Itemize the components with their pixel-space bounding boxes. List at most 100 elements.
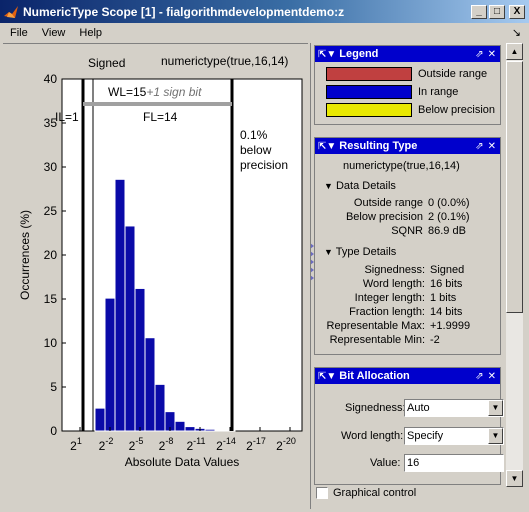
legend-item-in-range: In range (326, 85, 458, 99)
fraction-length-label: FL=14 (143, 110, 178, 124)
matlab-icon (3, 4, 19, 20)
undock-icon[interactable]: ⇗ (475, 48, 484, 60)
type-detail-value: 1 bits (430, 292, 457, 304)
x-tick-label: 2-8 (159, 436, 174, 453)
data-detail-key: Outside range (353, 197, 423, 209)
below-precision-swatch (326, 103, 412, 117)
legend-panel-header: ⇱▼ Legend ⇗ ✕ (315, 46, 500, 62)
menu-help[interactable]: Help (79, 26, 103, 39)
signedness-dropdown[interactable]: Auto ▼ (404, 399, 504, 417)
graphical-control-checkbox-row[interactable]: Graphical control (316, 487, 416, 499)
plot-area (61, 78, 303, 432)
data-detail-row: Below precision 2 (0.1%) (315, 211, 502, 225)
y-tick-label: 30 (44, 160, 58, 174)
menu-view[interactable]: View (41, 26, 66, 39)
type-detail-row: Representable Min: -2 (315, 334, 502, 348)
legend-panel-title: Legend (339, 48, 379, 60)
histogram-bar (114, 178, 126, 432)
graphical-control-label: Graphical control (333, 487, 417, 499)
resulting-type-panel-header: ⇱▼ Resulting Type ⇗ ✕ (315, 138, 500, 154)
right-panel-column: ⇱▼ Legend ⇗ ✕ Outside range In range Bel… (310, 43, 506, 509)
y-tick-label: 10 (44, 336, 58, 350)
dock-arrow-icon[interactable]: ↘ (511, 27, 521, 39)
panel-close-icon[interactable]: ✕ (487, 370, 496, 382)
chevron-down-icon[interactable]: ▼ (488, 400, 503, 416)
type-detail-value: Signed (430, 264, 465, 276)
scroll-down-icon[interactable]: ▼ (506, 470, 523, 487)
resulting-type-value: numerictype(true,16,14) (343, 160, 460, 172)
type-detail-key: Representable Min: (329, 334, 425, 346)
type-detail-row: Integer length: 1 bits (315, 292, 502, 306)
panel-close-icon[interactable]: ✕ (487, 140, 496, 152)
type-details-toggle[interactable]: ▼ Type Details (324, 246, 397, 258)
type-detail-key: Integer length: (354, 292, 425, 304)
type-detail-row: Representable Max: +1.9999 (315, 320, 502, 334)
y-tick-label: 15 (44, 292, 58, 306)
panel-close-icon[interactable]: ✕ (487, 48, 496, 60)
word-length-label: WL=15+1 sign bit (108, 85, 202, 99)
histogram-bar (184, 426, 196, 432)
outside-range-swatch (326, 67, 412, 81)
undock-icon[interactable]: ⇗ (475, 370, 484, 382)
legend-item-below-precision: Below precision (326, 103, 495, 117)
type-detail-value: 16 bits (430, 278, 463, 290)
type-detail-key: Representable Max: (326, 320, 425, 332)
histogram-bar (204, 428, 216, 432)
scroll-up-icon[interactable]: ▲ (506, 43, 523, 60)
maximize-button[interactable]: □ (489, 4, 505, 19)
type-detail-value: +1.9999 (430, 320, 471, 332)
y-tick-label: 35 (44, 116, 58, 130)
x-tick-label: 2-5 (129, 436, 144, 453)
type-detail-key: Fraction length: (349, 306, 425, 318)
type-detail-row: Fraction length: 14 bits (315, 306, 502, 320)
splitter-grip[interactable] (310, 243, 314, 283)
value-label: Value: (370, 457, 401, 469)
data-details-toggle[interactable]: ▼ Data Details (324, 180, 396, 192)
window-title: NumericType Scope [1] - fialgorithmdevel… (23, 4, 345, 19)
menu-file[interactable]: File (10, 26, 28, 39)
y-axis-label: Occurrences (%) (18, 210, 32, 300)
histogram-bar (214, 429, 226, 432)
menu-bar: File View Help ↘ (0, 23, 529, 42)
undock-icon[interactable]: ⇗ (475, 140, 484, 152)
chevron-down-icon[interactable]: ▼ (488, 428, 503, 444)
histogram-bar (124, 225, 136, 432)
histogram-bar (94, 407, 106, 432)
bit-allocation-panel-header: ⇱▼ Bit Allocation ⇗ ✕ (315, 368, 500, 384)
resulting-type-panel: ⇱▼ Resulting Type ⇗ ✕ numerictype(true,1… (314, 137, 501, 355)
pin-icon[interactable]: ⇱▼ (318, 48, 337, 60)
x-tick-label: 2-20 (276, 436, 296, 453)
histogram-chart: 0 5 10 15 20 25 30 35 40 21 2-2 2-5 2-8 2-11 2-14 2-17… (18, 54, 303, 469)
histogram-bar (134, 287, 146, 432)
word-length-field-label: Word length: (341, 430, 404, 442)
pin-icon[interactable]: ⇱▼ (318, 140, 337, 152)
x-tick-label: 2-2 (99, 436, 114, 453)
value-input[interactable]: 16 (404, 454, 504, 472)
minimize-button[interactable]: _ (471, 4, 487, 19)
title-bar: NumericType Scope [1] - fialgorithmdevel… (0, 0, 529, 23)
below-precision-line3: precision (240, 158, 288, 172)
y-tick-label: 0 (50, 424, 57, 438)
graphical-control-checkbox[interactable] (316, 487, 328, 499)
type-detail-key: Signedness: (364, 264, 425, 276)
type-detail-row: Signedness: Signed (315, 264, 502, 278)
bit-allocation-panel-title: Bit Allocation (339, 370, 410, 382)
close-button[interactable]: X (509, 4, 525, 19)
histogram-bar (154, 383, 166, 432)
legend-panel: ⇱▼ Legend ⇗ ✕ Outside range In range Bel… (314, 45, 501, 125)
data-detail-row: SQNR 86.9 dB (315, 225, 502, 239)
vertical-scrollbar[interactable]: ▲ ▼ (506, 43, 523, 487)
type-detail-value: -2 (430, 334, 440, 346)
x-tick-label: 2-11 (186, 436, 205, 453)
pin-icon[interactable]: ⇱▼ (318, 370, 337, 382)
y-tick-label: 25 (44, 204, 58, 218)
data-detail-key: SQNR (391, 225, 423, 237)
type-label: numerictype(true,16,14) (161, 54, 288, 68)
data-detail-value: 0 (0.0%) (428, 197, 470, 209)
data-detail-value: 86.9 dB (428, 225, 466, 237)
word-length-dropdown[interactable]: Specify ▼ (404, 427, 504, 445)
resulting-type-panel-title: Resulting Type (339, 140, 418, 152)
scrollbar-thumb[interactable] (506, 61, 523, 313)
collapse-icon: ▼ (324, 181, 333, 191)
bit-allocation-panel: ⇱▼ Bit Allocation ⇗ ✕ Signedness: Auto ▼… (314, 367, 504, 485)
